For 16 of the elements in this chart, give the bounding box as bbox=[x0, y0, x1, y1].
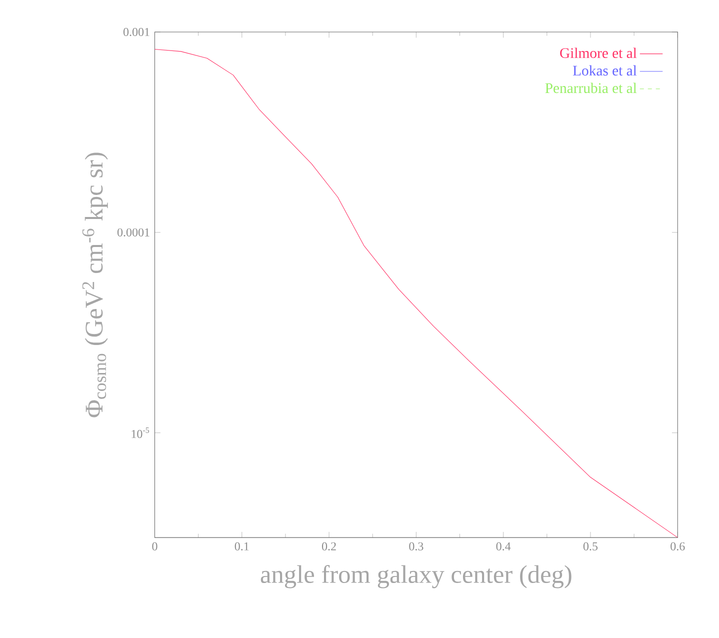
line-series bbox=[154, 49, 678, 538]
legend-label: Penarrubia et al bbox=[545, 82, 637, 94]
x-tick-label: 0.3 bbox=[409, 542, 424, 551]
y-tick-label: 0.001 bbox=[123, 28, 150, 36]
x-axis-title: angle from galaxy center (deg) bbox=[260, 565, 572, 588]
y-axis-title: Φ$_{cosmo}$ (GeV$^{2}$ cm$^{-6}$ kpc sr) bbox=[82, 152, 108, 418]
y-tick-label: 10$^{-5}$ bbox=[132, 428, 150, 438]
legend-label: Gilmore et al bbox=[560, 48, 637, 58]
x-tick-label: 0.2 bbox=[322, 542, 336, 551]
x-tick-label: 0.5 bbox=[583, 542, 598, 551]
x-tick-label: 0 bbox=[152, 542, 158, 551]
x-tick-label: 0.6 bbox=[670, 542, 685, 551]
x-tick-label: 0.1 bbox=[234, 542, 249, 551]
legend-label: Lokas et al bbox=[572, 65, 637, 76]
x-tick-label: 0.4 bbox=[496, 542, 511, 551]
y-tick-label: 0.0001 bbox=[117, 228, 150, 237]
